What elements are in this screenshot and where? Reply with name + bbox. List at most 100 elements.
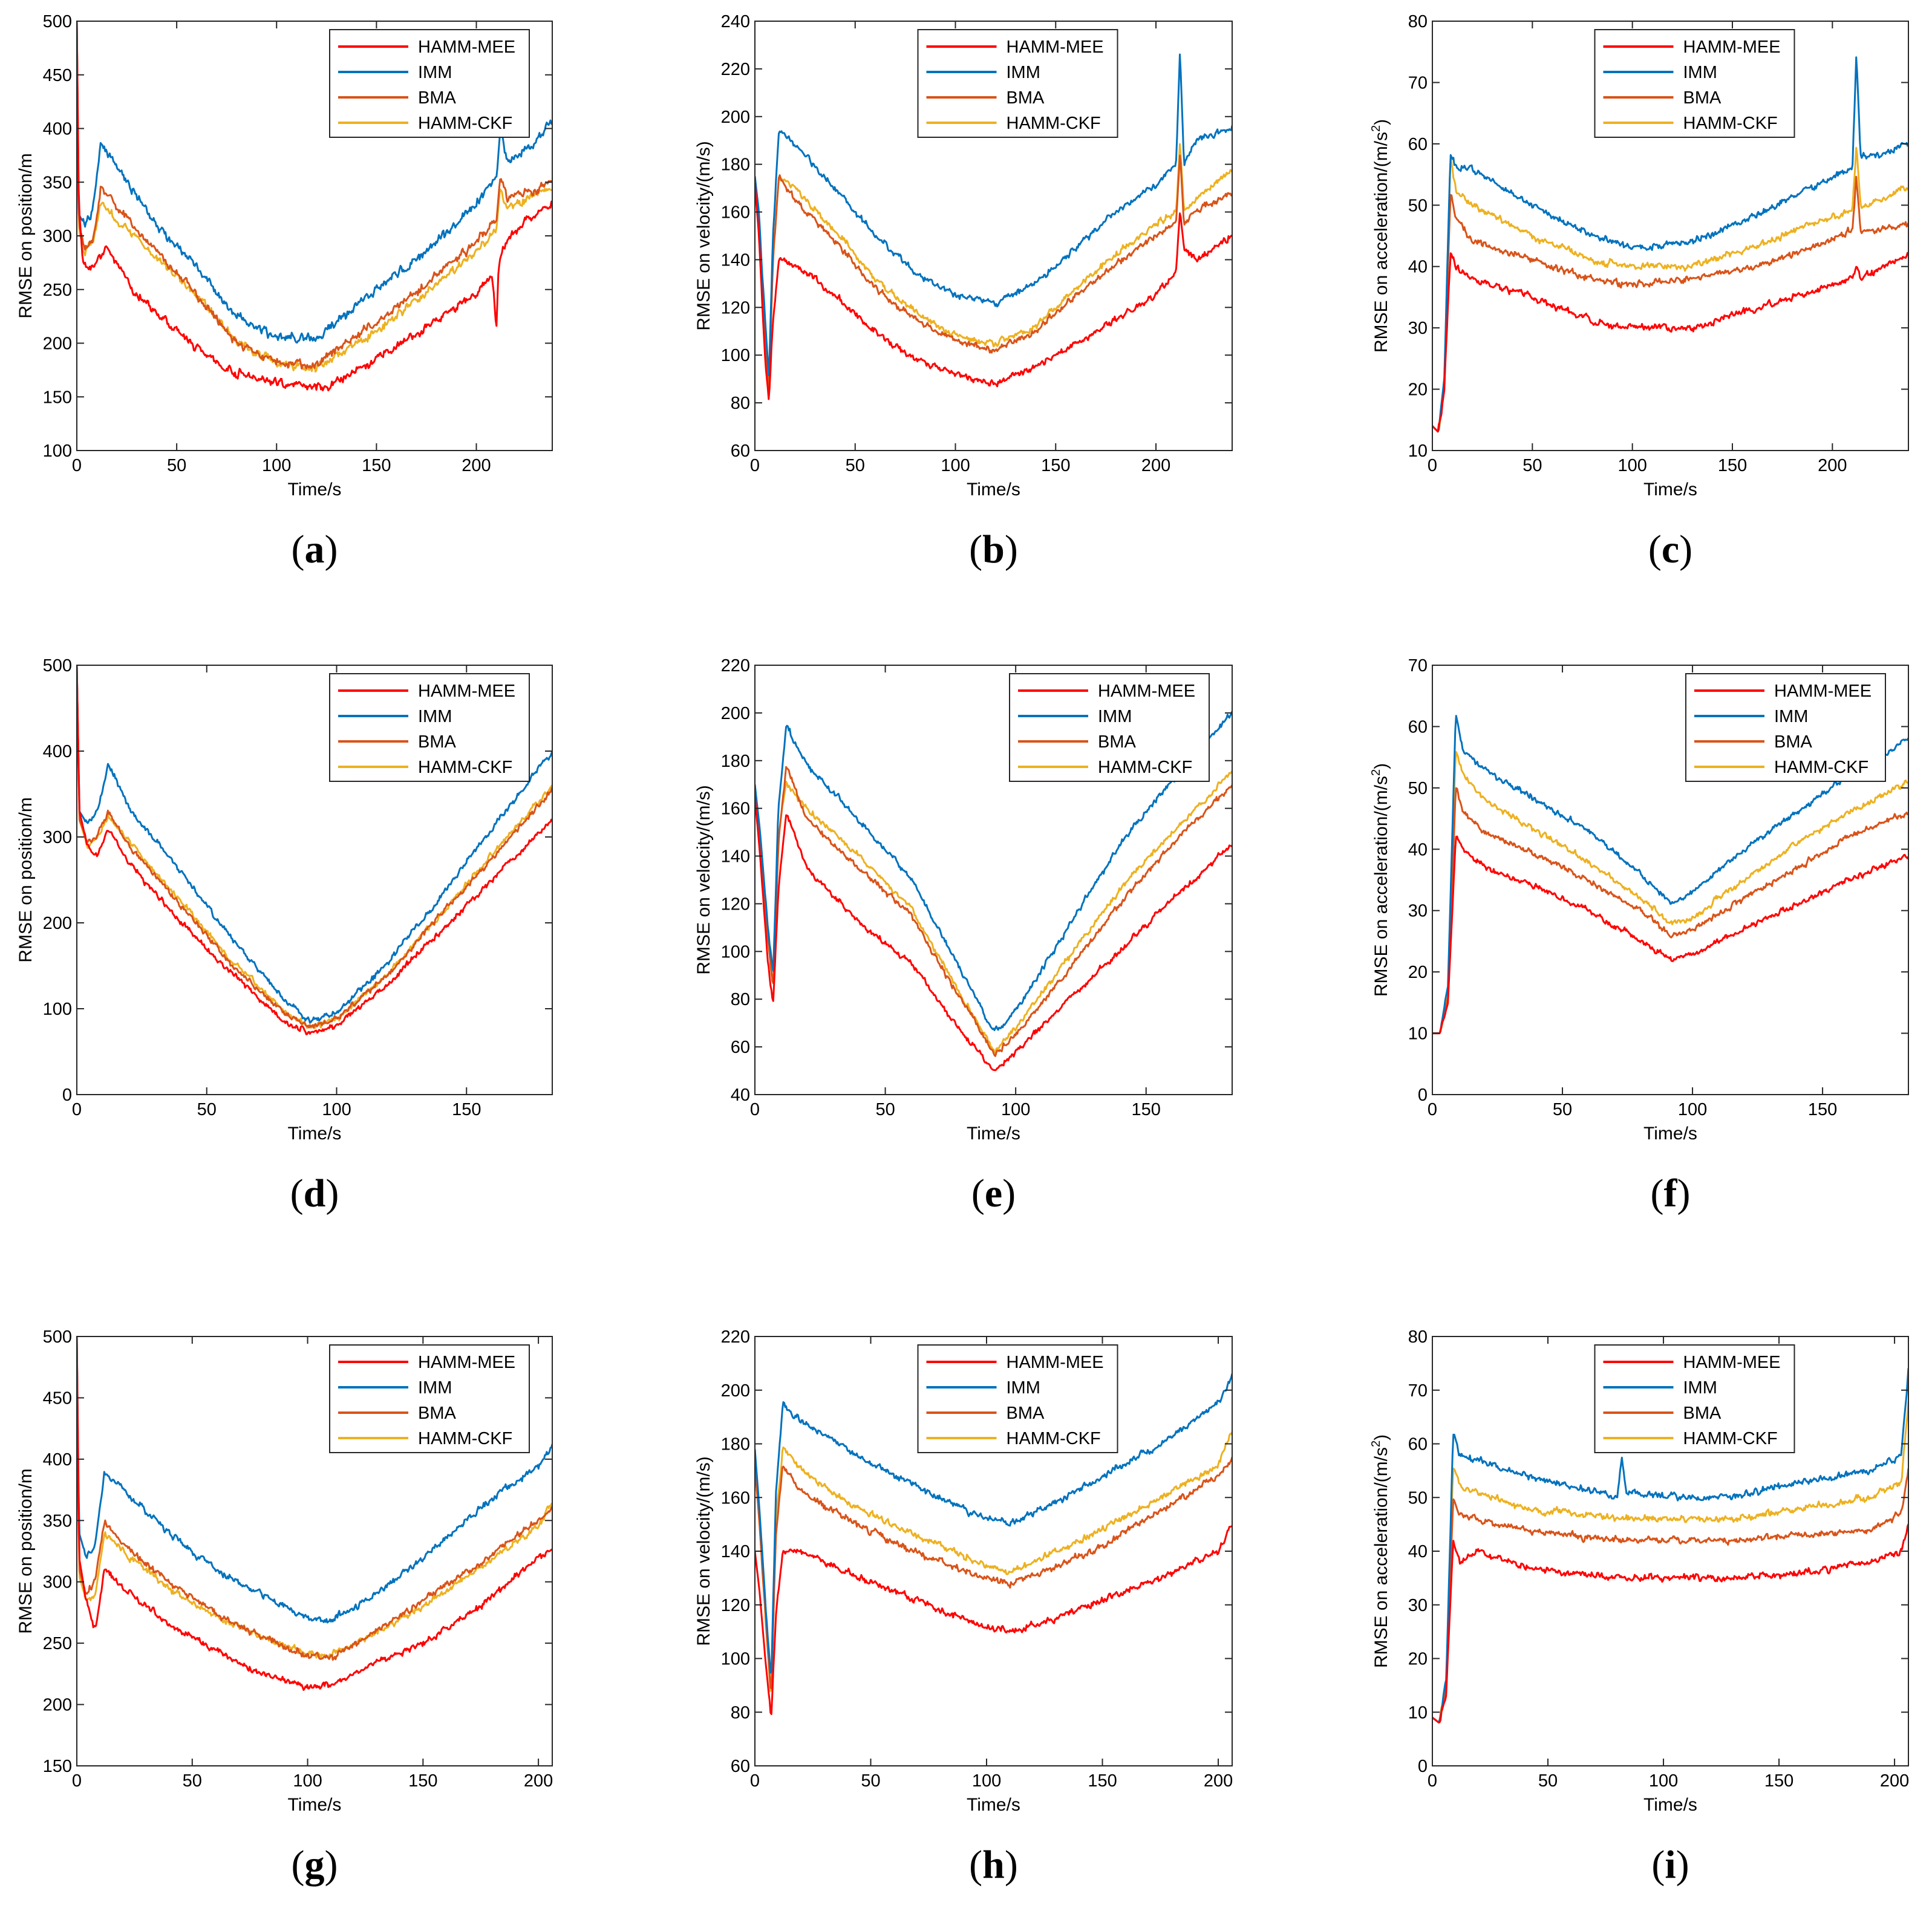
panel-label: (b) [969, 527, 1018, 571]
legend-label: HAMM-MEE [1683, 1353, 1781, 1372]
x-tick-label: 150 [1764, 1771, 1793, 1791]
y-tick-label: 240 [721, 12, 750, 31]
series-line-bma [77, 665, 552, 1029]
series-line-imm [1432, 715, 1908, 1035]
series-line-bma [1432, 1468, 1908, 1724]
series-group [755, 711, 1232, 1072]
legend-label: IMM [418, 707, 452, 726]
legend-label: HAMM-CKF [1007, 114, 1101, 133]
x-axis-label: Time/s [1643, 480, 1697, 500]
legend-label: BMA [1007, 88, 1045, 108]
y-tick-label: 10 [1408, 1703, 1428, 1722]
y-tick-label: 50 [1408, 196, 1428, 215]
x-tick-label: 50 [1538, 1771, 1558, 1791]
chart-panel-b: 0 50 100 150 200 60 80 100 120 140 160 180 200 220 240… [694, 12, 1233, 571]
x-tick-label: 100 [322, 1100, 351, 1119]
axes-box [1432, 21, 1909, 451]
x-tick-label: 50 [861, 1771, 880, 1791]
y-tick-label: 80 [1408, 12, 1428, 31]
legend-label: HAMM-CKF [1683, 1429, 1778, 1448]
legend-label: IMM [1098, 707, 1132, 726]
series-group [1432, 1368, 1908, 1724]
x-axis-label: Time/s [967, 480, 1020, 500]
y-tick-label: 450 [43, 66, 72, 85]
y-tick-label: 50 [1408, 1488, 1428, 1508]
legend-label: HAMM-CKF [1098, 758, 1192, 777]
y-tick-label: 180 [721, 155, 750, 175]
series-group [1432, 715, 1908, 1035]
y-tick-label: 150 [43, 388, 72, 407]
x-tick-label: 150 [1132, 1100, 1161, 1119]
legend-label: HAMM-CKF [418, 114, 512, 133]
y-tick-label: 40 [1408, 258, 1428, 277]
y-tick-label: 80 [731, 394, 750, 413]
y-tick-label: 120 [721, 298, 750, 317]
y-tick-label: 30 [1408, 902, 1428, 921]
chart-panel-h: 0 50 100 150 200 60 80 100 120 140 160 180 200 220 Tim… [694, 1327, 1233, 1887]
series-group [1432, 56, 1908, 433]
series-line-imm [1432, 56, 1908, 433]
series-line-bma [755, 1457, 1232, 1690]
x-tick-label: 0 [72, 1771, 82, 1791]
panel-label-close: ) [1005, 527, 1018, 571]
x-tick-label: 0 [1428, 456, 1437, 475]
panel-label-open: ( [969, 1843, 982, 1887]
panel-label: (g) [292, 1843, 338, 1887]
series-line-imm [77, 1336, 552, 1624]
legend: HAMM-MEE IMM BMA HAMM-CKF [1594, 1344, 1795, 1453]
x-tick-label: 150 [408, 1771, 437, 1791]
y-tick-label: 80 [731, 1703, 750, 1722]
y-tick-label: 200 [43, 914, 72, 933]
panel-label-close: ) [325, 1171, 339, 1216]
x-tick-label: 50 [197, 1100, 217, 1119]
legend-label: BMA [1774, 732, 1813, 752]
legend-label: IMM [1683, 63, 1717, 82]
series-line-bma [1432, 175, 1908, 433]
series-line-hamm-ckf [755, 1431, 1232, 1692]
x-tick-label: 0 [72, 456, 82, 475]
x-tick-label: 100 [941, 456, 970, 475]
series-line-hamm-ckf [755, 770, 1232, 1054]
y-tick-label: 140 [721, 250, 750, 270]
panel-label-letter: f [1664, 1171, 1678, 1216]
chart-panel-i: 0 50 100 150 200 0 10 20 30 40 50 60 70 80 Time/s RMSE … [1369, 1327, 1909, 1887]
axes-box [1432, 665, 1909, 1095]
x-tick-label: 100 [1678, 1100, 1707, 1119]
y-tick-label: 120 [721, 1596, 750, 1615]
series-line-bma [755, 154, 1232, 388]
y-tick-label: 40 [731, 1086, 750, 1105]
x-tick-label: 150 [1718, 456, 1747, 475]
y-tick-label: 60 [731, 1038, 750, 1057]
axes-box [76, 1336, 553, 1766]
chart-panel-c: 0 50 100 150 200 10 20 30 40 50 60 70 80 Time/s RMSE o… [1369, 12, 1909, 571]
y-tick-label: 200 [721, 1381, 750, 1401]
y-tick-label: 220 [721, 1327, 750, 1347]
series-line-imm [755, 53, 1232, 376]
y-tick-label: 250 [43, 281, 72, 300]
panel-label-letter: b [982, 527, 1005, 571]
y-tick-label: 160 [721, 1488, 750, 1508]
panel-label-open: ( [1651, 1171, 1664, 1216]
series-line-hamm-mee [1432, 252, 1908, 433]
legend-label: IMM [1683, 1378, 1717, 1398]
y-tick-label: 20 [1408, 380, 1428, 400]
y-axis-label: RMSE on velocity/(m/s) [694, 1456, 714, 1646]
y-tick-label: 400 [43, 120, 72, 139]
series-group [77, 21, 552, 392]
y-tick-label: 0 [1418, 1086, 1428, 1105]
legend-label: HAMM-MEE [418, 682, 515, 701]
panel-label: (e) [971, 1171, 1016, 1216]
legend-label: HAMM-CKF [1007, 1429, 1101, 1448]
series-line-imm [1432, 1368, 1908, 1724]
series-line-hamm-mee [77, 1336, 552, 1691]
series-line-hamm-mee [1432, 835, 1908, 1035]
legend-label: BMA [1007, 1404, 1045, 1423]
legend-label: BMA [418, 732, 457, 752]
series-line-hamm-ckf [1432, 1401, 1908, 1724]
panel-label: (f) [1651, 1171, 1691, 1216]
y-axis-label-close: ) [1371, 763, 1391, 769]
y-axis-label-superscript: 2 [1369, 1441, 1383, 1447]
y-tick-label: 70 [1408, 656, 1428, 676]
x-tick-label: 100 [972, 1771, 1001, 1791]
panel-label: (i) [1651, 1843, 1689, 1887]
